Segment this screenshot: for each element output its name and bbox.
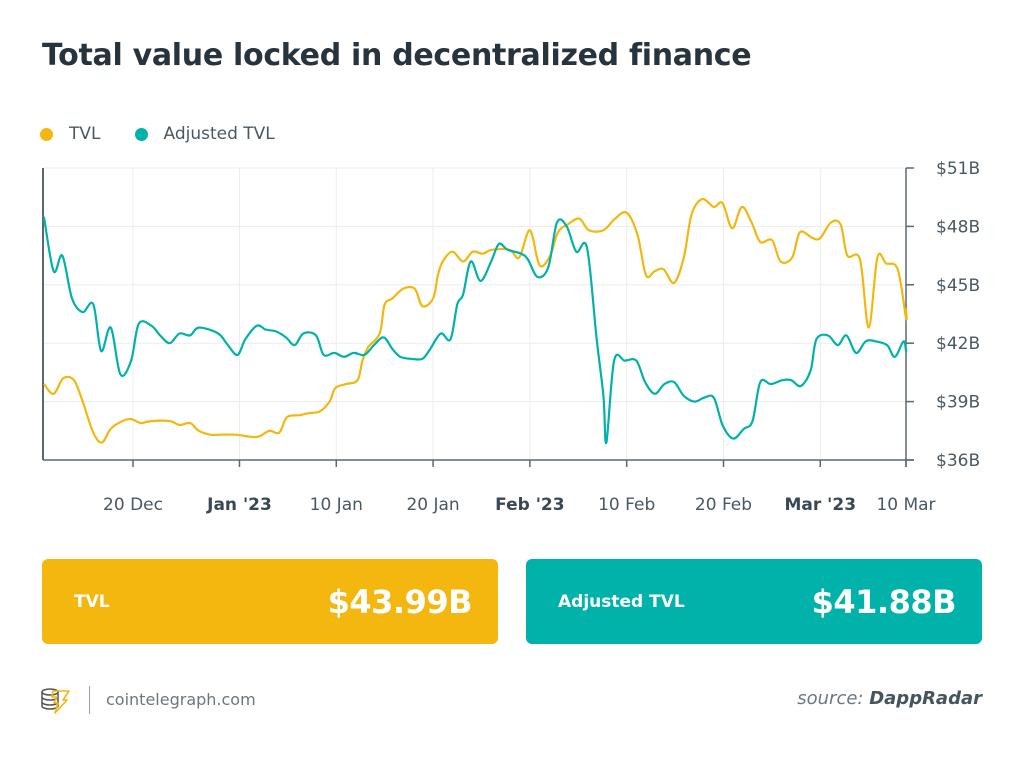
y-tick-label: $48B — [936, 217, 980, 237]
legend-dot-icon — [40, 127, 53, 141]
y-tick-label: $42B — [936, 334, 980, 354]
footer-divider — [89, 686, 90, 714]
x-tick-label: Feb '23 — [495, 495, 564, 515]
x-tick-label: 20 Feb — [695, 495, 752, 515]
source-prefix: source: — [797, 688, 864, 709]
x-tick-label: Mar '23 — [784, 495, 856, 515]
x-tick-label: 10 Mar — [876, 495, 935, 515]
legend-label: TVL — [69, 124, 101, 144]
chart-legend: TVL Adjusted TVL — [40, 124, 309, 144]
legend-label: Adjusted TVL — [163, 124, 275, 144]
grid-lines — [43, 167, 906, 460]
legend-dot-icon — [134, 127, 148, 141]
legend-item-adjusted-tvl[interactable]: Adjusted TVL — [134, 124, 275, 144]
y-tick-label: $45B — [936, 276, 980, 296]
y-tick-label: $39B — [936, 393, 980, 413]
legend-item-tvl[interactable]: TVL — [40, 124, 101, 144]
tvl-card-label: TVL — [74, 591, 110, 612]
adjusted-tvl-card-label: Adjusted TVL — [558, 591, 685, 612]
line-chart: $36B $39B $42B $45B $48B $51B 20 Dec Jan '23 10 … — [42, 159, 980, 515]
footer-site-link[interactable]: cointelegraph.com — [106, 690, 256, 709]
x-tick-label: 20 Jan — [406, 495, 459, 515]
cointelegraph-logo-icon — [41, 688, 70, 714]
tvl-card-value: $43.99B — [327, 582, 473, 621]
chart-title: Total value locked in decentralized fina… — [42, 38, 752, 73]
source-name: DappRadar — [869, 688, 982, 709]
adjusted-tvl-card-value: $41.88B — [811, 582, 957, 621]
x-tick-label: Jan '23 — [206, 495, 272, 515]
tick-labels: $36B $39B $42B $45B $48B $51B 20 Dec Jan '23 10 … — [103, 159, 980, 515]
series-line-adjusted-tvl — [42, 216, 908, 444]
footer-source: source: DappRadar — [797, 688, 982, 709]
x-tick-label: 10 Jan — [310, 495, 363, 515]
y-tick-label: $36B — [936, 451, 980, 471]
series-line-tvl — [43, 197, 908, 444]
x-tick-label: 20 Dec — [103, 495, 163, 515]
tvl-summary-card: TVL $43.99B — [42, 559, 498, 644]
x-tick-label: 10 Feb — [598, 495, 655, 515]
y-tick-label: $51B — [936, 159, 980, 179]
adjusted-tvl-summary-card: Adjusted TVL $41.88B — [526, 559, 982, 644]
series-lines — [42, 197, 908, 444]
